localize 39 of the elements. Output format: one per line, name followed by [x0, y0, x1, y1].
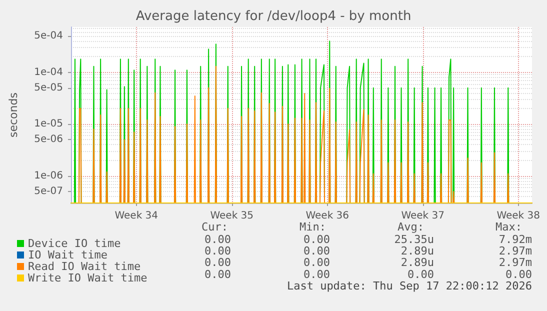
y-tick-label: 5e-07 [34, 186, 63, 198]
text: 0.00 [204, 256, 231, 270]
x-tick-label: Week 35 [210, 210, 254, 222]
text: 0.00 [304, 268, 330, 281]
legend-label: IO Wait time [28, 248, 108, 262]
text: 7.92m [498, 233, 532, 246]
text: Cur: [202, 220, 228, 234]
text: 2.97m [498, 244, 532, 258]
text: 25.35u [394, 233, 434, 246]
x-tick-label: Week 38 [496, 210, 540, 222]
y-axis-title: seconds [7, 92, 20, 138]
legend-label: Device IO time [28, 237, 121, 250]
x-tick-label: Week 37 [401, 210, 445, 222]
text: 2.97m [498, 256, 532, 270]
text: 0.00 [304, 256, 330, 270]
y-tick-label: 1e-06 [34, 170, 63, 182]
text: Min: [300, 220, 326, 234]
y-tick-label: 5e-04 [34, 30, 63, 42]
legend-label: Read IO Wait time [28, 260, 141, 273]
x-tick-label: Week 36 [306, 210, 350, 222]
text: Avg: [398, 220, 424, 234]
chart-title: Average latency for /dev/loop4 - by month [136, 9, 412, 24]
y-tick-label: 5e-06 [34, 134, 63, 146]
text: 0.00 [304, 244, 330, 258]
text: 0.00 [204, 244, 231, 258]
legend-label: Write IO Wait time [28, 272, 148, 284]
y-tick-label: 1e-05 [34, 118, 63, 130]
text: 0.00 [304, 233, 330, 246]
y-tick-label: 5e-05 [34, 82, 63, 94]
x-tick-label: Week 34 [114, 210, 158, 222]
text: 2.89u [400, 256, 434, 270]
text: 0.00 [408, 268, 434, 281]
text: 0.00 [204, 233, 231, 246]
text: 0.00 [506, 268, 532, 281]
text: 2.89u [400, 244, 434, 258]
text: Last update: Thu Sep 17 22:00:12 2026 [286, 279, 532, 292]
text: Max: [496, 220, 522, 234]
text: 0.00 [204, 268, 231, 281]
y-tick-label: 1e-04 [34, 66, 63, 78]
